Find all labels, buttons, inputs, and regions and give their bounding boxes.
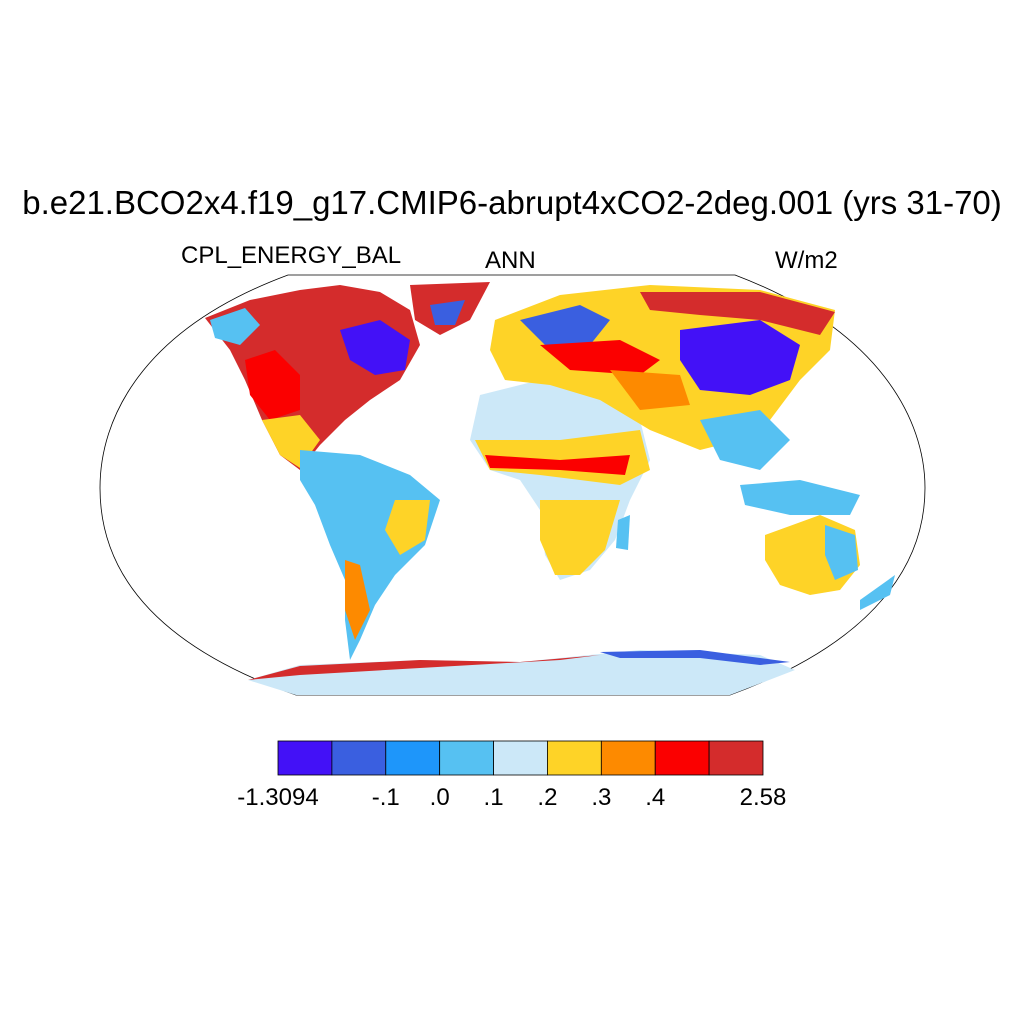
siberia-darkred <box>640 292 835 335</box>
colorbar-swatch <box>277 740 333 776</box>
colorbar-tick-label: -.1 <box>371 784 400 811</box>
europe-red <box>540 340 660 375</box>
north-america-orange <box>245 350 300 420</box>
north-america-blue <box>340 320 410 375</box>
colorbar-tick-label: .1 <box>483 784 504 811</box>
greenland-blue <box>430 300 465 325</box>
colorbar-swatch <box>439 740 494 776</box>
australia-lightblue <box>825 525 858 580</box>
colorbar <box>277 740 764 776</box>
madagascar-land <box>616 515 630 550</box>
season-label: ANN <box>485 247 536 274</box>
colorbar-swatch <box>654 740 710 776</box>
variable-label: CPL_ENERGY_BAL <box>181 242 402 269</box>
indonesia-land <box>740 480 860 515</box>
antarctica-coast-blue <box>600 650 790 665</box>
colorbar-swatch <box>385 740 441 776</box>
africa-south-yellow <box>540 500 620 575</box>
canada-lightblue <box>210 308 260 345</box>
africa-sahel-red <box>485 455 630 475</box>
colorbar-swatch <box>493 740 548 776</box>
land-fields <box>205 282 895 695</box>
antarctica-coast-red <box>248 655 600 680</box>
colorbar-tick-label: -1.3094 <box>237 784 319 811</box>
units-label: W/m2 <box>775 247 838 274</box>
antarctica-land <box>248 650 795 695</box>
asia-east-lightblue <box>700 410 790 470</box>
colorbar-swatch <box>708 740 764 776</box>
colorbar-tick-label: .0 <box>429 784 450 811</box>
colorbar-swatch <box>547 740 602 776</box>
new-zealand-land <box>860 575 895 610</box>
colorbar-swatch <box>331 740 387 776</box>
plot-title: b.e21.BCO2x4.f19_g17.CMIP6-abrupt4xCO2-2… <box>22 184 1002 221</box>
colorbar-tick-label: 2.58 <box>739 784 787 811</box>
colorbar-tick-label: .3 <box>591 784 612 811</box>
colorbar-tick-label: .4 <box>645 784 666 811</box>
asia-blue <box>680 320 800 395</box>
south-america-yellow <box>385 500 430 555</box>
south-america-red <box>345 560 370 640</box>
colorbar-swatch <box>600 740 656 776</box>
asia-central-orange <box>610 370 690 410</box>
europe-blue <box>520 305 610 345</box>
colorbar-tick-label: .2 <box>537 784 558 811</box>
